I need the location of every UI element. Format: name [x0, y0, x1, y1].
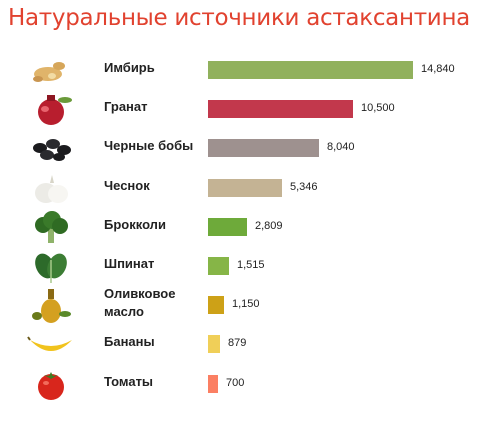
black-beans-icon — [33, 139, 71, 162]
category-label-line: Чеснок — [104, 177, 150, 193]
bar — [208, 178, 282, 197]
value-label: 5,346 — [290, 180, 318, 193]
value-label: 1,150 — [232, 298, 260, 311]
chart-row: Имбирь 14,840 — [0, 50, 480, 90]
category-label-line: Брокколи — [104, 216, 166, 232]
value-label: 879 — [228, 337, 247, 350]
chart-row: Брокколи 2,809 — [0, 207, 480, 247]
broccoli-icon — [35, 210, 68, 243]
category-label-line: Гранат — [104, 99, 148, 115]
chart-row: Бананы 879 — [0, 324, 480, 364]
category-label: Оливковое масло — [104, 285, 175, 321]
spinach-icon — [35, 253, 67, 283]
pomegranate-icon — [38, 95, 72, 126]
bar — [208, 61, 413, 79]
category-label: Шпинат — [104, 255, 154, 273]
value-label: 8,040 — [327, 141, 355, 154]
chart-row: Гранат 10,500 — [0, 89, 480, 129]
category-label: Томаты — [104, 373, 153, 391]
bar — [208, 296, 224, 315]
olive-oil-icon — [32, 289, 71, 324]
chart-row: Черные бобы 8,040 — [0, 128, 480, 168]
value-label: 1,515 — [237, 259, 265, 271]
bar — [208, 257, 229, 275]
category-label-line: масло — [104, 304, 144, 320]
category-label-line: Бананы — [104, 334, 155, 350]
garlic-icon — [35, 174, 68, 203]
category-label: Бананы — [104, 333, 155, 351]
category-label: Гранат — [104, 98, 148, 116]
category-label-line: Имбирь — [104, 60, 155, 75]
value-label: 10,500 — [361, 102, 395, 115]
chart-row: Чеснок 5,346 — [0, 168, 480, 208]
banana-icon — [27, 336, 72, 352]
chart-row: Оливковое масло 1,150 — [0, 285, 480, 325]
category-label: Чеснок — [104, 177, 150, 195]
bar — [208, 335, 220, 354]
category-label-line: Черные бобы — [104, 138, 194, 154]
tomato-icon — [38, 371, 64, 400]
bar — [208, 374, 218, 393]
category-label: Имбирь — [104, 59, 155, 77]
value-label: 700 — [226, 376, 245, 389]
chart-row: Томаты 700 — [0, 364, 480, 404]
ginger-icon — [33, 62, 65, 82]
bar — [208, 139, 319, 158]
value-label: 14,840 — [421, 63, 455, 75]
value-label: 2,809 — [255, 219, 283, 232]
chart-row: Шпинат 1,515 — [0, 246, 480, 286]
category-label-line: Шпинат — [104, 256, 155, 271]
category-label-line: Томаты — [104, 373, 154, 389]
category-label: Черные бобы — [104, 137, 193, 155]
category-label-line: Оливковое — [104, 286, 176, 302]
bar — [208, 100, 353, 119]
bar — [208, 217, 247, 236]
chart-title: Натуральные источники астаксантина — [8, 5, 470, 31]
category-label: Брокколи — [104, 216, 166, 234]
